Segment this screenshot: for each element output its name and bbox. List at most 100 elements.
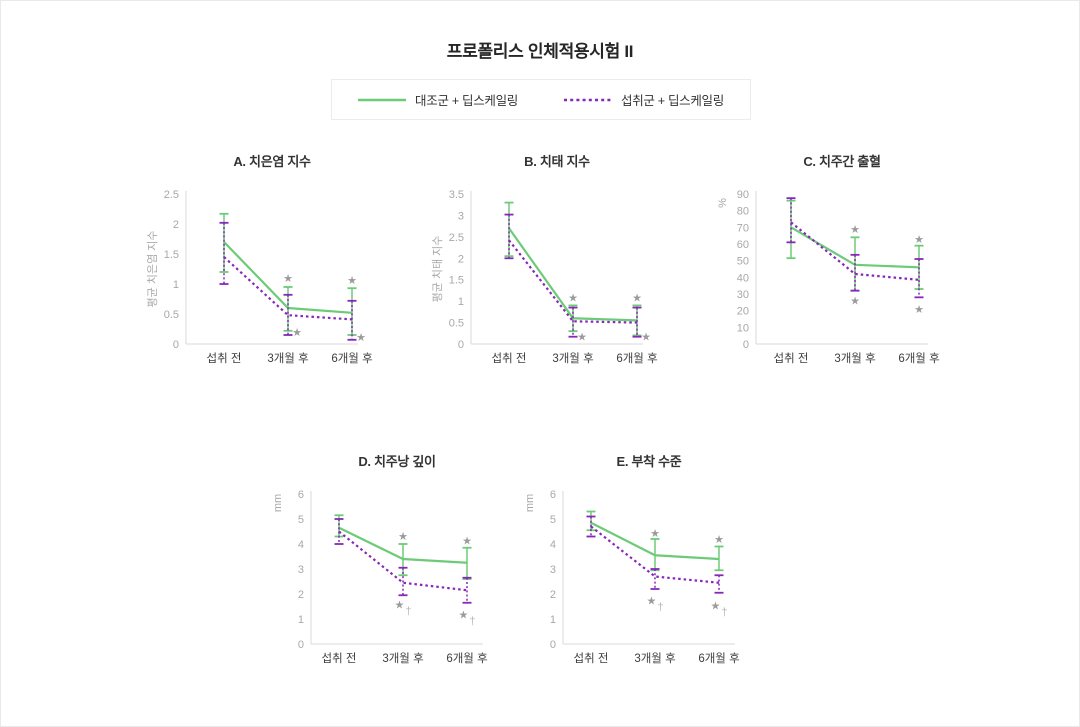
y-tick-label: 0.5 <box>449 318 464 330</box>
x-category-label: 6개월 후 <box>898 352 939 365</box>
legend-label-control-group: 대조군 + 딥스케일링 <box>415 94 518 108</box>
y-tick-label: 10 <box>737 322 749 334</box>
series-line <box>508 239 638 324</box>
y-tick-label: 40 <box>737 272 749 284</box>
y-tick-label: 80 <box>737 206 749 218</box>
y-tick-label: 0 <box>458 339 464 351</box>
significance-marker: ★ <box>577 331 587 343</box>
x-category-label: 6개월 후 <box>616 352 657 365</box>
y-tick-label: 60 <box>737 239 749 251</box>
x-category-label: 3개월 후 <box>834 352 875 365</box>
significance-marker: ★ <box>356 332 366 344</box>
y-tick-label: 0 <box>173 339 179 351</box>
significance-marker: ★ <box>292 327 302 339</box>
x-category-label: 6개월 후 <box>331 352 372 365</box>
x-category-label: 섭취 전 <box>774 352 809 365</box>
y-tick-label: 20 <box>737 306 749 318</box>
y-tick-label: 1 <box>550 614 556 626</box>
y-axis-label: 평균 치은염 지수 <box>146 231 159 308</box>
significance-marker: ★† <box>647 595 664 613</box>
x-category-label: 6개월 후 <box>698 652 739 665</box>
y-axis-label: % <box>717 198 729 208</box>
x-category-label: 3개월 후 <box>634 652 675 665</box>
x-category-label: 섭취 전 <box>574 652 609 665</box>
y-tick-label: 2 <box>298 589 304 601</box>
y-tick-label: 70 <box>737 222 749 234</box>
chart-interdental-bleeding: C. 치주간 출혈 0 10 20 30 40 50 60 70 80 90% 섭취 전 3개월 후 6개… <box>706 146 956 374</box>
y-tick-label: 2 <box>550 589 556 601</box>
significance-marker: ★ <box>850 224 860 236</box>
significance-marker: ★ <box>714 534 724 546</box>
chart-canvas-C: C. 치주간 출혈 0 10 20 30 40 50 60 70 80 90% 섭취 전 3개월 후 6개… <box>717 154 940 365</box>
y-axis-label: mm <box>524 494 536 512</box>
x-category-label: 3개월 후 <box>552 352 593 365</box>
y-tick-label: 0.5 <box>164 309 179 321</box>
y-tick-label: 3 <box>298 564 304 576</box>
y-tick-label: 2.5 <box>164 189 179 201</box>
x-category-label: 섭취 전 <box>322 652 357 665</box>
chart-canvas-E: E. 부착 수준 0 1 2 3 4 5 6 mm 섭취 전 3개월 후 6개월 후 ★ ★† ★ ★† <box>524 454 740 665</box>
significance-marker: ★ <box>283 273 293 285</box>
significance-marker: ★ <box>914 234 924 246</box>
x-category-label: 섭취 전 <box>207 352 242 365</box>
figure-title: 프로폴리스 인체적용시험 II <box>446 42 634 61</box>
y-tick-label: 1.5 <box>449 275 464 287</box>
y-tick-label: 1 <box>458 296 464 308</box>
significance-marker: ★† <box>711 600 728 618</box>
dotted-line-swatch-icon <box>564 98 612 101</box>
y-tick-label: 5 <box>550 514 556 526</box>
y-axis-label: 평균 치태 지수 <box>431 236 444 303</box>
chart-title: E. 부착 수준 <box>617 454 682 469</box>
y-tick-label: 3 <box>458 210 464 222</box>
y-tick-label: 3 <box>550 564 556 576</box>
chart-gingivitis-index: A. 치은염 지수 0 0.5 1 1.5 2 2.5 평균 치은염 지수 섭취 전 3개월 후 6… <box>136 146 386 374</box>
y-tick-label: 50 <box>737 256 749 268</box>
significance-marker: ★ <box>347 275 357 287</box>
significance-marker: ★ <box>462 536 472 548</box>
y-tick-label: 0 <box>550 639 556 651</box>
y-tick-label: 6 <box>550 489 556 501</box>
significance-marker: ★ <box>568 293 578 305</box>
y-tick-label: 90 <box>737 189 749 201</box>
legend-item-intake-group: 섭취군 + 딥스케일링 <box>564 90 724 109</box>
y-tick-label: 2.5 <box>449 232 464 244</box>
y-tick-label: 1.5 <box>164 249 179 261</box>
legend-label-intake-group: 섭취군 + 딥스케일링 <box>621 94 724 108</box>
significance-marker: ★ <box>914 304 924 316</box>
significance-marker: ★ <box>650 528 660 540</box>
significance-marker: ★ <box>398 531 408 543</box>
significance-marker: ★ <box>632 293 642 305</box>
y-tick-label: 0 <box>298 639 304 651</box>
chart-attachment-level: E. 부착 수준 0 1 2 3 4 5 6 mm 섭취 전 3개월 후 6개월 후 ★ ★† ★ ★† <box>513 446 763 674</box>
y-axis-label: mm <box>272 494 284 512</box>
chart-title: C. 치주간 출혈 <box>803 154 880 169</box>
y-tick-label: 6 <box>298 489 304 501</box>
y-tick-label: 4 <box>298 539 304 551</box>
y-tick-label: 2 <box>458 253 464 265</box>
significance-marker: ★ <box>641 331 651 343</box>
significance-marker: ★† <box>395 600 412 618</box>
y-tick-label: 2 <box>173 219 179 231</box>
y-tick-label: 1 <box>173 279 179 291</box>
y-tick-label: 5 <box>298 514 304 526</box>
x-category-label: 섭취 전 <box>492 352 527 365</box>
y-tick-label: 0 <box>743 339 749 351</box>
y-tick-label: 4 <box>550 539 556 551</box>
y-tick-label: 1 <box>298 614 304 626</box>
y-tick-label: 30 <box>737 289 749 301</box>
significance-marker: ★† <box>459 610 476 628</box>
legend: 대조군 + 딥스케일링 섭취군 + 딥스케일링 <box>331 79 751 120</box>
chart-title: D. 치주낭 깊이 <box>358 454 435 469</box>
significance-marker: ★ <box>850 296 860 308</box>
series-line <box>223 256 353 321</box>
chart-canvas-D: D. 치주낭 깊이 0 1 2 3 4 5 6 mm 섭취 전 3개월 후 6개월 후 ★ ★† ★ ★† <box>272 454 488 665</box>
legend-item-control-group: 대조군 + 딥스케일링 <box>358 90 518 109</box>
solid-line-swatch-icon <box>358 98 407 101</box>
x-category-label: 3개월 후 <box>267 352 308 365</box>
y-tick-label: 3.5 <box>449 189 464 201</box>
chart-title: B. 치태 지수 <box>524 154 590 169</box>
